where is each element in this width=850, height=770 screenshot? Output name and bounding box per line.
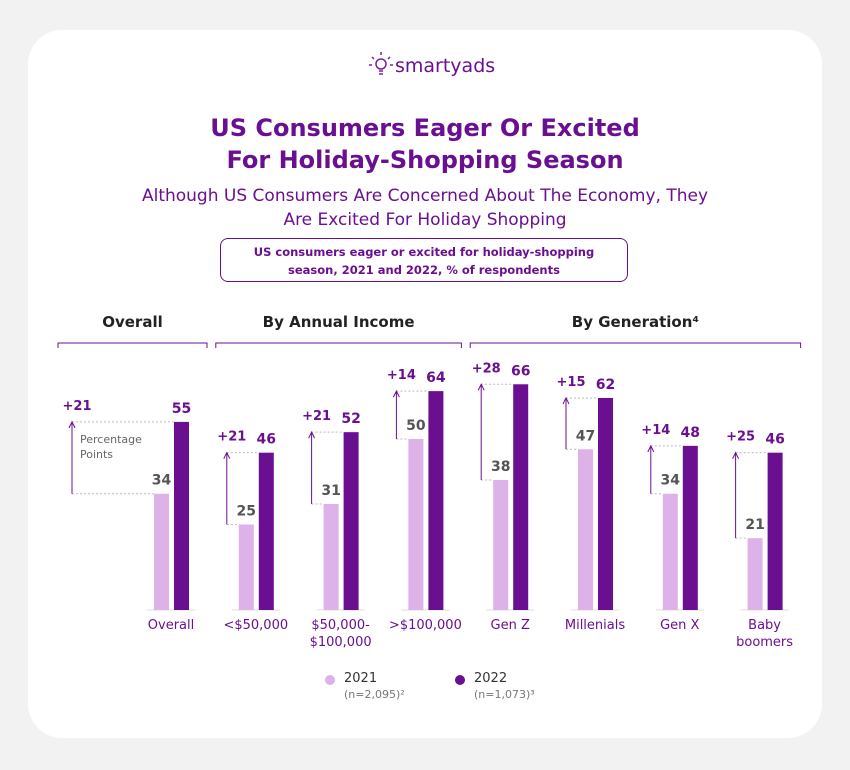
value-label: 46 bbox=[257, 432, 276, 448]
change-arrow bbox=[732, 451, 740, 539]
x-tick-label: <$50,000 bbox=[223, 618, 289, 633]
value-label: 34 bbox=[152, 473, 172, 489]
x-tick-label: Baby boomers bbox=[736, 618, 794, 650]
brand: smartyads bbox=[395, 55, 496, 77]
legend-note: (n=1,073)³ bbox=[474, 688, 535, 701]
group-bracket bbox=[469, 342, 802, 348]
change-arrow bbox=[477, 383, 485, 481]
x-tick-label: >$100,000 bbox=[388, 618, 462, 633]
bar bbox=[258, 452, 274, 610]
group-label: Overall bbox=[102, 313, 163, 331]
change-arrow bbox=[223, 451, 231, 525]
value-label: 52 bbox=[341, 411, 360, 427]
bar bbox=[428, 391, 444, 610]
bar bbox=[323, 503, 339, 610]
subtitle: Although US Consumers Are Concerned Abou… bbox=[141, 186, 709, 230]
group-bracket bbox=[57, 342, 208, 348]
x-tick-label: $50,000- $100,000 bbox=[309, 618, 372, 650]
logo-icon bbox=[369, 52, 393, 75]
change-arrow bbox=[308, 431, 316, 504]
change-label: +25 bbox=[726, 430, 755, 445]
bar bbox=[682, 445, 698, 610]
group-label: By Generation⁴ bbox=[571, 313, 699, 331]
title: US Consumers Eager Or Excited For Holida… bbox=[210, 114, 640, 174]
legend-note: (n=2,095)² bbox=[344, 688, 405, 701]
bar bbox=[767, 452, 783, 610]
value-label: 62 bbox=[596, 377, 615, 393]
change-label: +15 bbox=[557, 375, 586, 390]
group-bracket bbox=[215, 342, 462, 348]
bar bbox=[238, 524, 254, 610]
x-tick-label: Gen X bbox=[660, 618, 700, 633]
legend-swatch bbox=[325, 675, 335, 685]
annotation: Percentage Points bbox=[80, 433, 142, 461]
value-label: 50 bbox=[406, 418, 426, 434]
bar bbox=[662, 493, 678, 610]
bar bbox=[343, 432, 359, 610]
value-label: 47 bbox=[576, 428, 595, 444]
value-label: 25 bbox=[237, 504, 256, 520]
bar bbox=[408, 439, 424, 610]
change-arrow bbox=[562, 396, 570, 450]
card bbox=[28, 30, 822, 738]
change-label: +14 bbox=[641, 423, 670, 438]
bar bbox=[578, 449, 593, 610]
value-label: 66 bbox=[511, 363, 530, 379]
change-arrow bbox=[392, 390, 400, 439]
value-label: 31 bbox=[321, 483, 340, 499]
bar bbox=[598, 397, 613, 610]
change-label: +21 bbox=[217, 430, 246, 445]
x-tick-label: Gen Z bbox=[490, 618, 530, 633]
value-label: 38 bbox=[491, 459, 510, 475]
change-label: +14 bbox=[387, 368, 416, 383]
bar bbox=[174, 421, 189, 610]
bar bbox=[513, 384, 529, 610]
value-label: 34 bbox=[661, 473, 681, 489]
change-arrow bbox=[68, 420, 76, 494]
caption: US consumers eager or excited for holida… bbox=[220, 238, 628, 282]
change-arrow bbox=[647, 444, 655, 494]
legend-label: 2022 bbox=[474, 671, 508, 686]
value-label: 48 bbox=[681, 425, 700, 441]
change-label: +28 bbox=[472, 361, 501, 376]
value-label: 21 bbox=[745, 517, 764, 533]
bar bbox=[747, 538, 763, 610]
change-label: +21 bbox=[302, 409, 331, 424]
x-tick-label: Millenials bbox=[564, 618, 626, 633]
value-label: 64 bbox=[426, 370, 446, 386]
bar bbox=[154, 493, 169, 610]
legend-swatch bbox=[455, 675, 465, 685]
bar bbox=[493, 480, 509, 610]
x-tick-label: Overall bbox=[147, 618, 195, 633]
legend-label: 2021 bbox=[344, 671, 378, 686]
change-label: +21 bbox=[63, 399, 92, 414]
value-label: 46 bbox=[765, 432, 784, 448]
group-label: By Annual Income bbox=[262, 313, 415, 331]
value-label: 55 bbox=[172, 401, 191, 417]
